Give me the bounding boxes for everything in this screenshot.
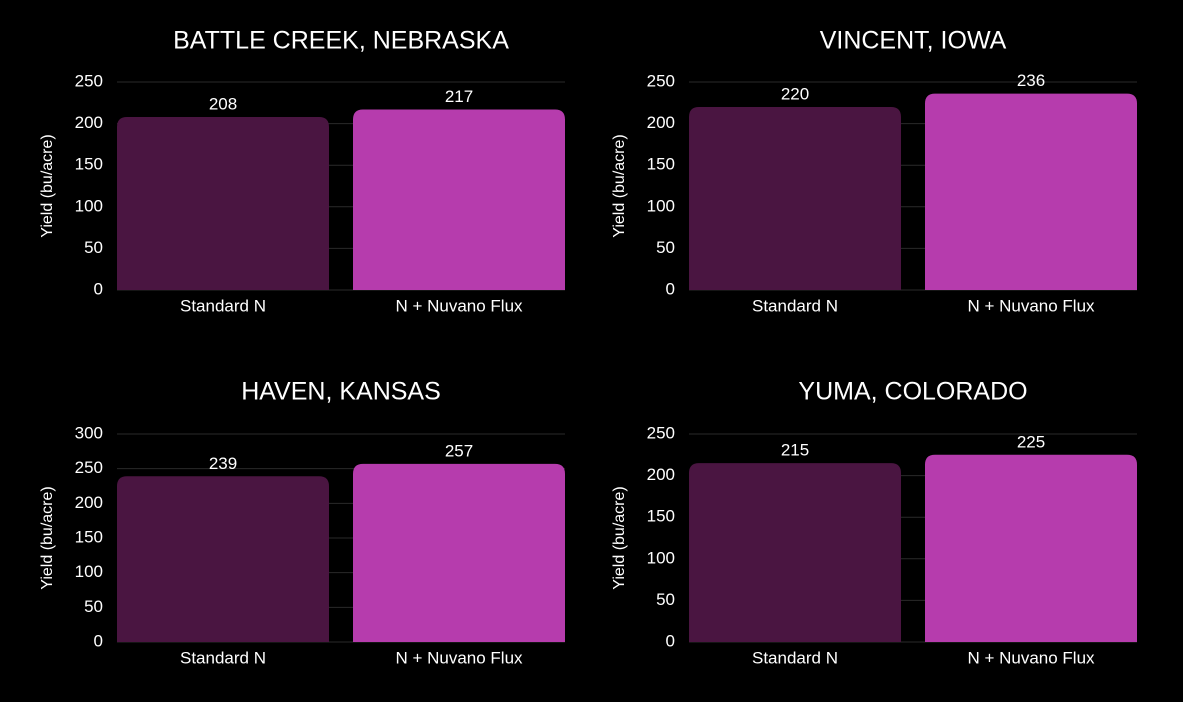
x-tick-label: Standard N bbox=[180, 296, 266, 315]
y-tick-label: 50 bbox=[656, 590, 675, 609]
y-tick-label: 150 bbox=[647, 155, 675, 174]
x-tick-label: N + Nuvano Flux bbox=[967, 648, 1095, 667]
value-label: 225 bbox=[1017, 432, 1045, 451]
chart-title: HAVEN, KANSAS bbox=[241, 378, 441, 406]
y-tick-label: 50 bbox=[656, 238, 675, 257]
y-tick-label: 150 bbox=[75, 527, 103, 546]
x-tick-label: N + Nuvano Flux bbox=[395, 296, 523, 315]
y-tick-label: 300 bbox=[75, 423, 103, 442]
y-tick-label: 0 bbox=[666, 631, 675, 650]
y-tick-label: 0 bbox=[94, 279, 103, 298]
x-tick-label: Standard N bbox=[180, 648, 266, 667]
y-tick-label: 100 bbox=[647, 196, 675, 215]
y-tick-label: 0 bbox=[666, 279, 675, 298]
y-tick-label: 50 bbox=[84, 238, 103, 257]
chart-title: BATTLE CREEK, NEBRASKA bbox=[173, 27, 509, 55]
y-axis-label: Yield (bu/acre) bbox=[611, 486, 628, 589]
y-axis-label: Yield (bu/acre) bbox=[39, 134, 56, 237]
y-tick-label: 250 bbox=[75, 458, 103, 477]
bar bbox=[117, 476, 329, 642]
y-tick-label: 250 bbox=[647, 71, 675, 90]
y-tick-label: 100 bbox=[647, 548, 675, 567]
value-label: 239 bbox=[209, 454, 237, 473]
bar bbox=[689, 463, 901, 642]
value-label: 220 bbox=[781, 84, 809, 103]
x-tick-label: Standard N bbox=[752, 648, 838, 667]
value-label: 215 bbox=[781, 441, 809, 460]
value-label: 257 bbox=[445, 441, 473, 460]
chart-title: VINCENT, IOWA bbox=[820, 27, 1007, 55]
x-tick-label: Standard N bbox=[752, 296, 838, 315]
y-tick-label: 200 bbox=[647, 113, 675, 132]
y-axis-label: Yield (bu/acre) bbox=[611, 134, 628, 237]
bar bbox=[353, 109, 565, 291]
y-tick-label: 0 bbox=[94, 631, 103, 650]
y-tick-label: 250 bbox=[75, 71, 103, 90]
x-tick-label: N + Nuvano Flux bbox=[967, 296, 1095, 315]
x-tick-label: N + Nuvano Flux bbox=[395, 648, 523, 667]
bar bbox=[689, 106, 901, 291]
y-tick-label: 50 bbox=[84, 597, 103, 616]
y-tick-label: 200 bbox=[647, 465, 675, 484]
y-tick-label: 200 bbox=[75, 493, 103, 512]
value-label: 217 bbox=[445, 87, 473, 106]
y-tick-label: 200 bbox=[75, 113, 103, 132]
bar bbox=[925, 93, 1137, 290]
y-tick-label: 100 bbox=[75, 562, 103, 581]
value-label: 236 bbox=[1017, 71, 1045, 90]
bar bbox=[353, 463, 565, 642]
bar bbox=[117, 116, 329, 290]
y-tick-label: 150 bbox=[75, 155, 103, 174]
chart-title: YUMA, COLORADO bbox=[798, 378, 1027, 406]
value-label: 208 bbox=[209, 94, 237, 113]
y-tick-label: 100 bbox=[75, 196, 103, 215]
bar bbox=[925, 454, 1137, 642]
y-tick-label: 250 bbox=[647, 423, 675, 442]
y-axis-label: Yield (bu/acre) bbox=[39, 486, 56, 589]
y-tick-label: 150 bbox=[647, 507, 675, 526]
